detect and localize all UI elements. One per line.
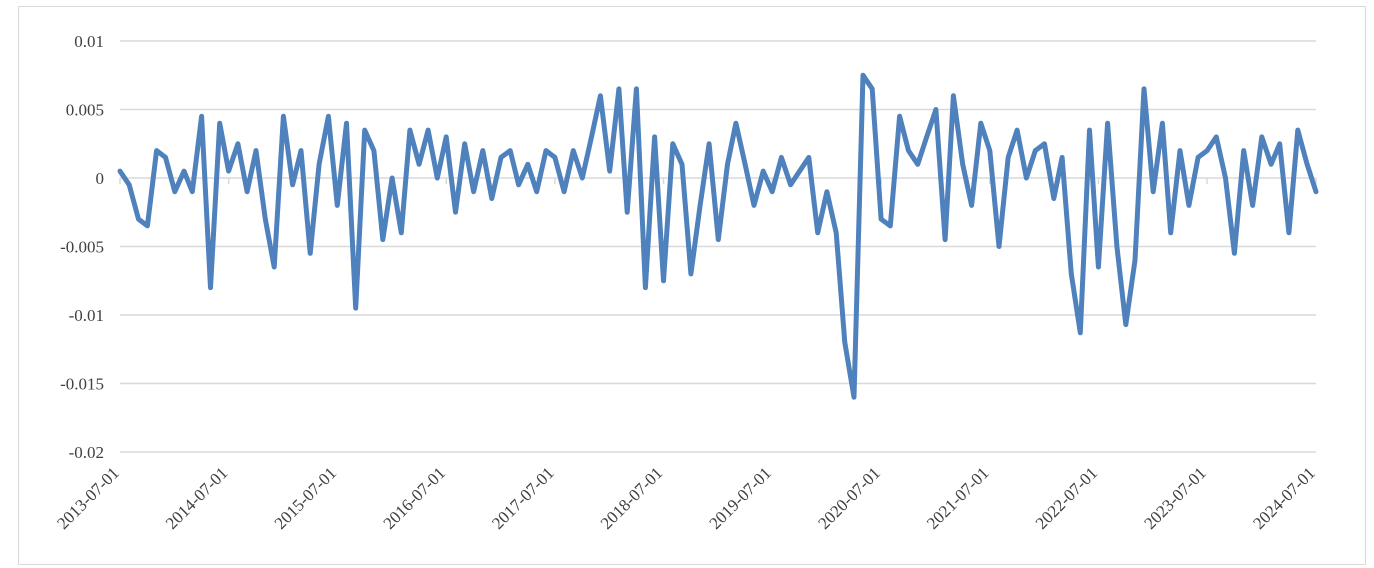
y-tick-label: -0.015 bbox=[60, 375, 104, 394]
y-tick-label: -0.01 bbox=[69, 306, 104, 325]
y-tick-label: -0.005 bbox=[60, 238, 104, 257]
y-tick-label: 0.005 bbox=[66, 101, 104, 120]
y-tick-label: -0.02 bbox=[69, 443, 104, 462]
data-line bbox=[117, 72, 1319, 400]
y-tick-label: 0.01 bbox=[74, 32, 104, 51]
y-tick-label: 0 bbox=[96, 169, 105, 188]
